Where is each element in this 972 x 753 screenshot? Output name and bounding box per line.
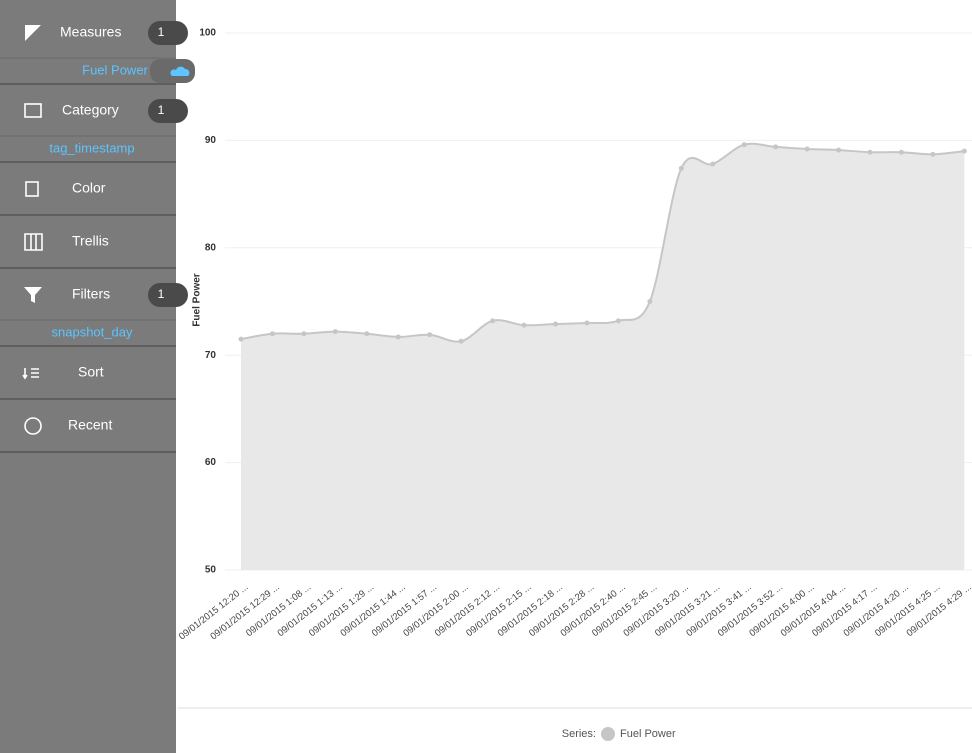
nav-item[interactable] [0, 270, 176, 320]
badge-count: 1 [158, 25, 165, 39]
y-tick-label: 90 [205, 135, 217, 146]
y-tick-label: 50 [205, 565, 217, 576]
cloud-icon [170, 66, 190, 76]
data-point[interactable] [521, 322, 527, 328]
data-point[interactable] [427, 332, 433, 338]
y-tick-label: 60 [205, 457, 217, 468]
nav-label[interactable]: Sort [78, 364, 104, 380]
icon [24, 287, 42, 303]
y-tick-label: 80 [205, 242, 217, 253]
icon [25, 181, 39, 197]
icon [22, 368, 39, 380]
nav-item[interactable] [0, 217, 176, 267]
data-point[interactable] [553, 321, 558, 327]
nav-item[interactable] [0, 348, 176, 398]
nav-label[interactable]: Measures [60, 24, 121, 40]
legend-entry[interactable]: Fuel Power [620, 728, 676, 740]
icon [24, 417, 42, 435]
data-point[interactable] [773, 144, 779, 150]
y-axis-label: Fuel Power [192, 273, 203, 326]
data-point[interactable] [364, 331, 370, 337]
data-point[interactable] [301, 331, 307, 337]
data-point[interactable] [615, 318, 621, 324]
icon [24, 103, 42, 118]
icon [24, 233, 43, 251]
data-point[interactable] [867, 149, 873, 155]
y-tick-label: 70 [205, 350, 217, 361]
chart: 09/01/2015 12:20 ...09/01/2015 12:29 ...… [178, 32, 972, 642]
legend-swatch [601, 727, 615, 741]
badge [148, 21, 188, 45]
nav-label[interactable]: Filters [72, 286, 110, 302]
data-point[interactable] [804, 146, 810, 152]
data-point[interactable] [395, 334, 401, 340]
nav-item[interactable] [0, 164, 176, 214]
data-point[interactable] [741, 142, 747, 148]
nav-sub-item[interactable]: tag_timestamp [49, 140, 134, 155]
data-point[interactable] [678, 165, 684, 171]
data-point[interactable] [930, 151, 936, 157]
area [241, 143, 965, 570]
nav-label[interactable]: Trellis [72, 233, 109, 249]
nav-label[interactable]: Category [62, 102, 119, 118]
data-point[interactable] [458, 338, 464, 344]
legend-title: Series: [562, 728, 596, 740]
data-point[interactable] [647, 299, 653, 304]
badge-count: 1 [158, 287, 165, 301]
data-point[interactable] [332, 329, 338, 335]
data-point[interactable] [490, 318, 496, 324]
data-point[interactable] [836, 147, 842, 153]
data-point[interactable] [710, 161, 716, 167]
badge [148, 99, 188, 123]
data-point[interactable] [269, 331, 275, 337]
sidebar: Measures 1 Fuel Power Category 1 tag_timestam… [0, 0, 195, 753]
icon [25, 25, 41, 41]
badge [148, 283, 188, 307]
nav-sub-item[interactable]: Fuel Power [82, 62, 148, 77]
data-point[interactable] [238, 336, 244, 342]
nav-label[interactable]: Recent [68, 417, 112, 433]
data-point[interactable] [584, 320, 590, 326]
y-tick-label: 100 [199, 28, 216, 39]
nav-label[interactable]: Color [72, 180, 106, 196]
nav-sub-item[interactable]: snapshot_day [52, 324, 133, 339]
data-point[interactable] [961, 148, 967, 154]
badge-count: 1 [158, 103, 165, 117]
nav-item[interactable] [0, 401, 176, 451]
nav-item[interactable] [0, 86, 176, 136]
data-point[interactable] [898, 149, 904, 155]
